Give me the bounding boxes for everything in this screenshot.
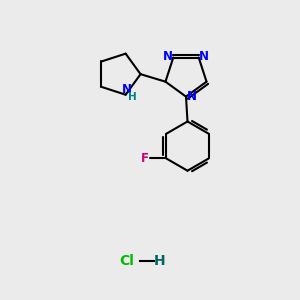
Text: N: N xyxy=(163,50,173,62)
Text: N: N xyxy=(186,90,197,103)
Text: F: F xyxy=(141,152,149,165)
Text: N: N xyxy=(122,83,132,96)
Text: H: H xyxy=(154,254,165,268)
Text: N: N xyxy=(199,50,209,62)
Text: H: H xyxy=(128,92,137,102)
Text: Cl: Cl xyxy=(119,254,134,268)
